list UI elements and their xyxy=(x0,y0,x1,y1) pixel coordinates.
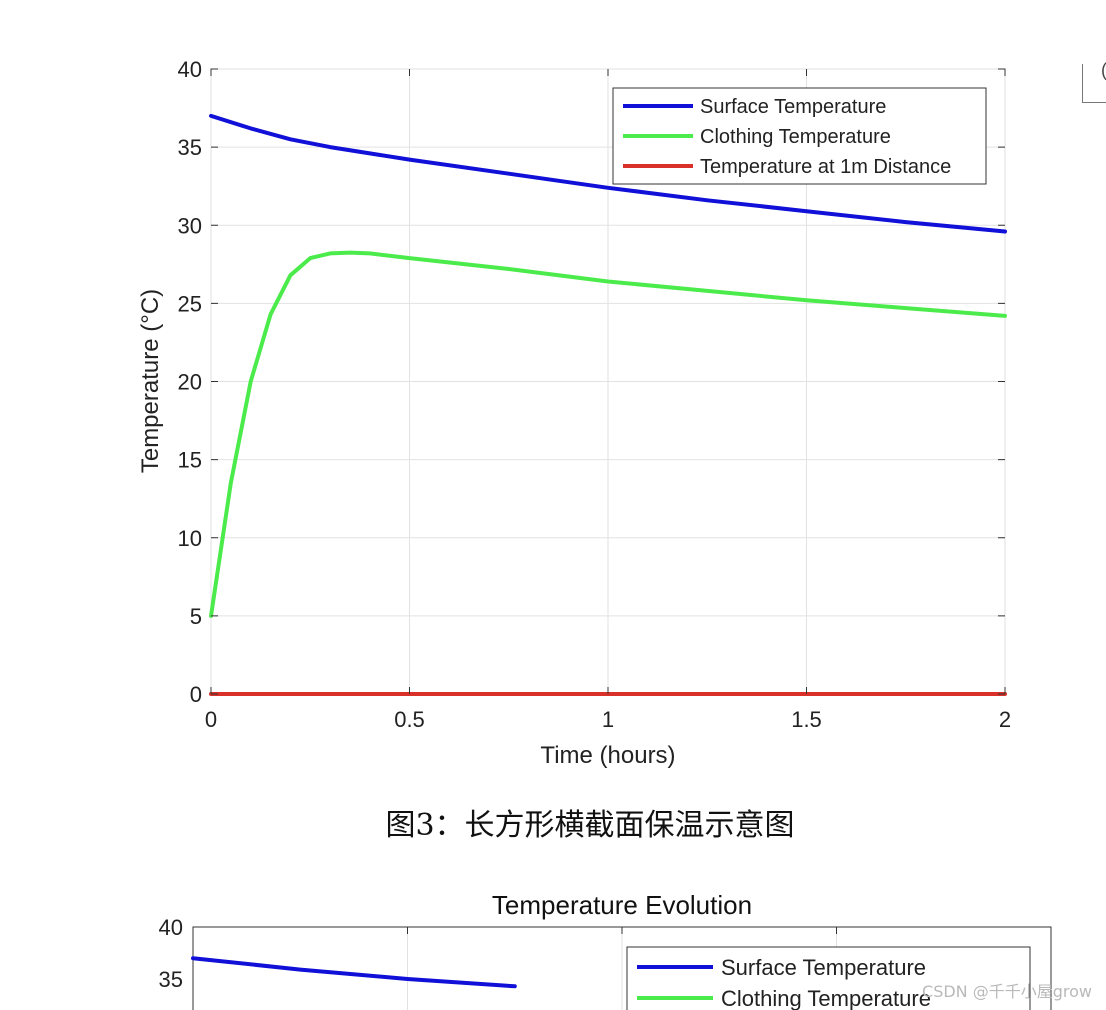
x-tick-label: 1 xyxy=(602,707,614,732)
chart-2-title: Temperature Evolution xyxy=(492,890,752,920)
series-line-2 xyxy=(209,250,1007,618)
y-tick-label: 0 xyxy=(190,682,202,707)
y-tick-label: 15 xyxy=(178,448,202,473)
legend-label-1: Surface Temperature xyxy=(700,96,886,118)
legend-label-2: Clothing Temperature xyxy=(700,126,891,148)
y-axis-label: Temperature (°C) xyxy=(137,289,164,473)
series-group-2 xyxy=(191,956,517,989)
y-tick-label: 35 xyxy=(178,135,202,160)
legend2-label-1: Surface Temperature xyxy=(721,955,926,980)
y-tick-label: 25 xyxy=(178,291,202,316)
legend-label-3: Temperature at 1m Distance xyxy=(700,156,951,178)
x-tick-label: 0.5 xyxy=(394,707,425,732)
series-line-1 xyxy=(209,113,1007,234)
y-tick-label: 20 xyxy=(178,370,202,395)
y-tick-label-2: 40 xyxy=(159,915,183,940)
y-tick-label: 30 xyxy=(178,213,202,238)
y-tick-label: 40 xyxy=(178,57,202,82)
x-tick-label: 1.5 xyxy=(791,707,822,732)
watermark: CSDN @千千小屋grow xyxy=(922,982,1092,1001)
page-corner-mark xyxy=(1082,64,1106,103)
x-axis-label: Time (hours) xyxy=(540,742,675,769)
legend-1: Surface Temperature Clothing Temperature T… xyxy=(612,87,987,185)
figure-caption: 图3：长方形横截面保温示意图 xyxy=(385,808,795,843)
x-tick-label: 2 xyxy=(999,707,1011,732)
grid-2 xyxy=(407,927,837,1010)
y-tick-label: 10 xyxy=(178,526,202,551)
legend2-label-2: Clothing Temperature xyxy=(721,986,931,1010)
ticks-group-2: 40 35 xyxy=(159,915,837,992)
x-tick-label: 0 xyxy=(205,707,217,732)
y-tick-label: 5 xyxy=(190,604,202,629)
corner-glyph: ( xyxy=(1101,60,1106,81)
y-tick-label-2: 35 xyxy=(159,967,183,992)
series2-line-1 xyxy=(191,956,517,989)
